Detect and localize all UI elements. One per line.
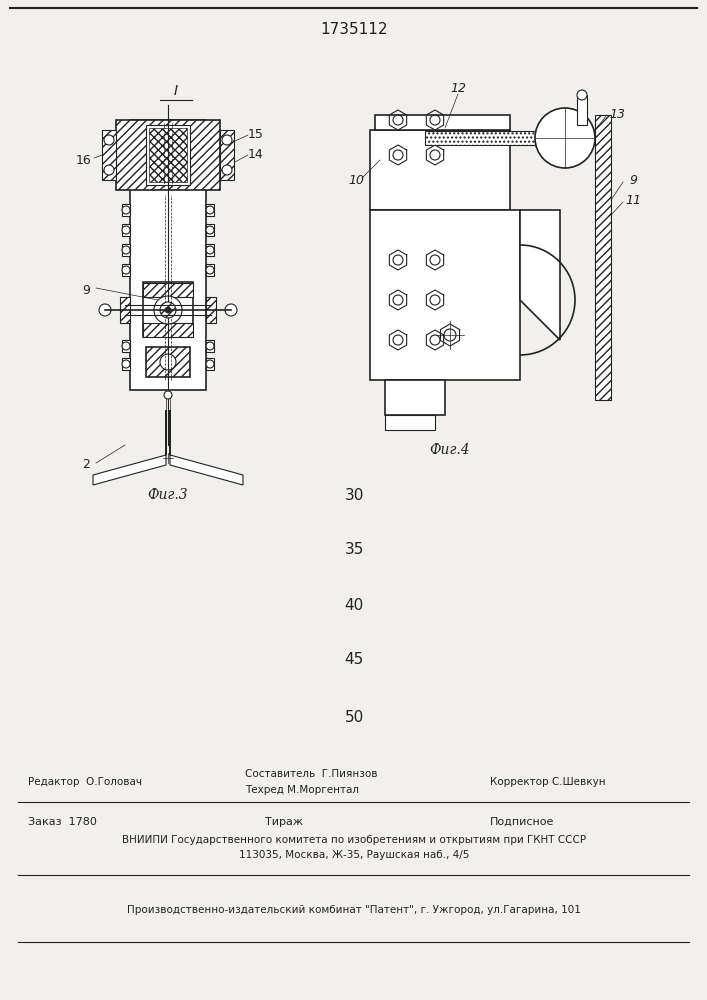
Text: 12: 12 — [450, 82, 466, 95]
Circle shape — [206, 342, 214, 350]
Text: Техред М.Моргентал: Техред М.Моргентал — [245, 785, 359, 795]
Polygon shape — [170, 410, 243, 485]
Bar — [206, 264, 214, 276]
Bar — [370, 210, 520, 380]
Circle shape — [122, 266, 130, 274]
Bar — [206, 244, 214, 256]
Bar — [146, 347, 190, 377]
Circle shape — [165, 307, 171, 313]
Circle shape — [122, 226, 130, 234]
Circle shape — [225, 304, 237, 316]
Text: $I$: $I$ — [173, 84, 179, 98]
Text: 50: 50 — [344, 710, 363, 724]
Polygon shape — [93, 410, 166, 485]
Bar — [130, 120, 206, 390]
Text: 35: 35 — [344, 542, 363, 558]
Bar — [375, 115, 510, 130]
Text: 1735112: 1735112 — [320, 22, 387, 37]
Text: 2: 2 — [82, 458, 90, 472]
Text: 14: 14 — [248, 148, 264, 161]
Bar — [122, 204, 130, 216]
Bar — [206, 224, 214, 236]
Circle shape — [206, 246, 214, 254]
Bar — [122, 264, 130, 276]
Circle shape — [104, 165, 114, 175]
Text: Фиг.4: Фиг.4 — [430, 443, 470, 457]
Text: 40: 40 — [344, 597, 363, 612]
Text: Подписное: Подписное — [490, 817, 554, 827]
Bar — [425, 131, 545, 145]
Text: Редактор  О.Головач: Редактор О.Головач — [28, 777, 142, 787]
Bar — [220, 130, 234, 180]
Circle shape — [122, 342, 130, 350]
Text: Фиг.3: Фиг.3 — [148, 488, 188, 502]
Circle shape — [206, 266, 214, 274]
Bar — [149, 128, 187, 182]
Text: Корректор С.Шевкун: Корректор С.Шевкун — [490, 777, 606, 787]
Bar — [143, 282, 193, 337]
Text: Заказ  1780: Заказ 1780 — [28, 817, 97, 827]
Bar — [206, 297, 216, 323]
Bar — [206, 358, 214, 370]
Circle shape — [160, 302, 176, 318]
Circle shape — [122, 206, 130, 214]
Text: 9: 9 — [629, 174, 637, 186]
Circle shape — [206, 206, 214, 214]
Text: 13: 13 — [609, 108, 625, 121]
Bar — [122, 358, 130, 370]
Bar — [385, 415, 435, 430]
Bar — [206, 340, 214, 352]
Text: 30: 30 — [344, 488, 363, 502]
Circle shape — [154, 296, 182, 324]
Circle shape — [160, 354, 176, 370]
Text: Производственно-издательский комбинат "Патент", г. Ужгород, ул.Гагарина, 101: Производственно-издательский комбинат "П… — [127, 905, 581, 915]
Polygon shape — [520, 210, 560, 340]
Bar — [120, 297, 130, 323]
Bar — [146, 125, 190, 185]
Bar — [143, 283, 193, 297]
Bar — [143, 323, 193, 337]
Circle shape — [222, 135, 232, 145]
Text: Тираж: Тираж — [265, 817, 303, 827]
Bar — [122, 244, 130, 256]
Circle shape — [122, 246, 130, 254]
Bar — [122, 340, 130, 352]
Circle shape — [577, 90, 587, 100]
Bar — [385, 380, 445, 415]
Circle shape — [222, 165, 232, 175]
Circle shape — [164, 391, 172, 399]
Bar — [206, 204, 214, 216]
Circle shape — [206, 226, 214, 234]
Text: 45: 45 — [344, 652, 363, 668]
Bar — [370, 130, 510, 210]
Bar — [102, 130, 116, 180]
Bar — [116, 120, 220, 190]
Circle shape — [122, 360, 130, 368]
Bar — [122, 224, 130, 236]
Circle shape — [99, 304, 111, 316]
Text: 15: 15 — [248, 128, 264, 141]
Text: ВНИИПИ Государственного комитета по изобретениям и открытиям при ГКНТ СССР: ВНИИПИ Государственного комитета по изоб… — [122, 835, 586, 845]
Text: 16: 16 — [76, 153, 92, 166]
Text: 10: 10 — [348, 174, 364, 186]
Text: 11: 11 — [625, 194, 641, 207]
Text: Составитель  Г.Пиянзов: Составитель Г.Пиянзов — [245, 769, 378, 779]
Circle shape — [535, 108, 595, 168]
Circle shape — [104, 135, 114, 145]
Text: 9: 9 — [82, 284, 90, 296]
Bar — [577, 95, 587, 125]
Text: 113035, Москва, Ж-35, Раушская наб., 4/5: 113035, Москва, Ж-35, Раушская наб., 4/5 — [239, 850, 469, 860]
Bar — [595, 115, 611, 400]
Circle shape — [206, 360, 214, 368]
